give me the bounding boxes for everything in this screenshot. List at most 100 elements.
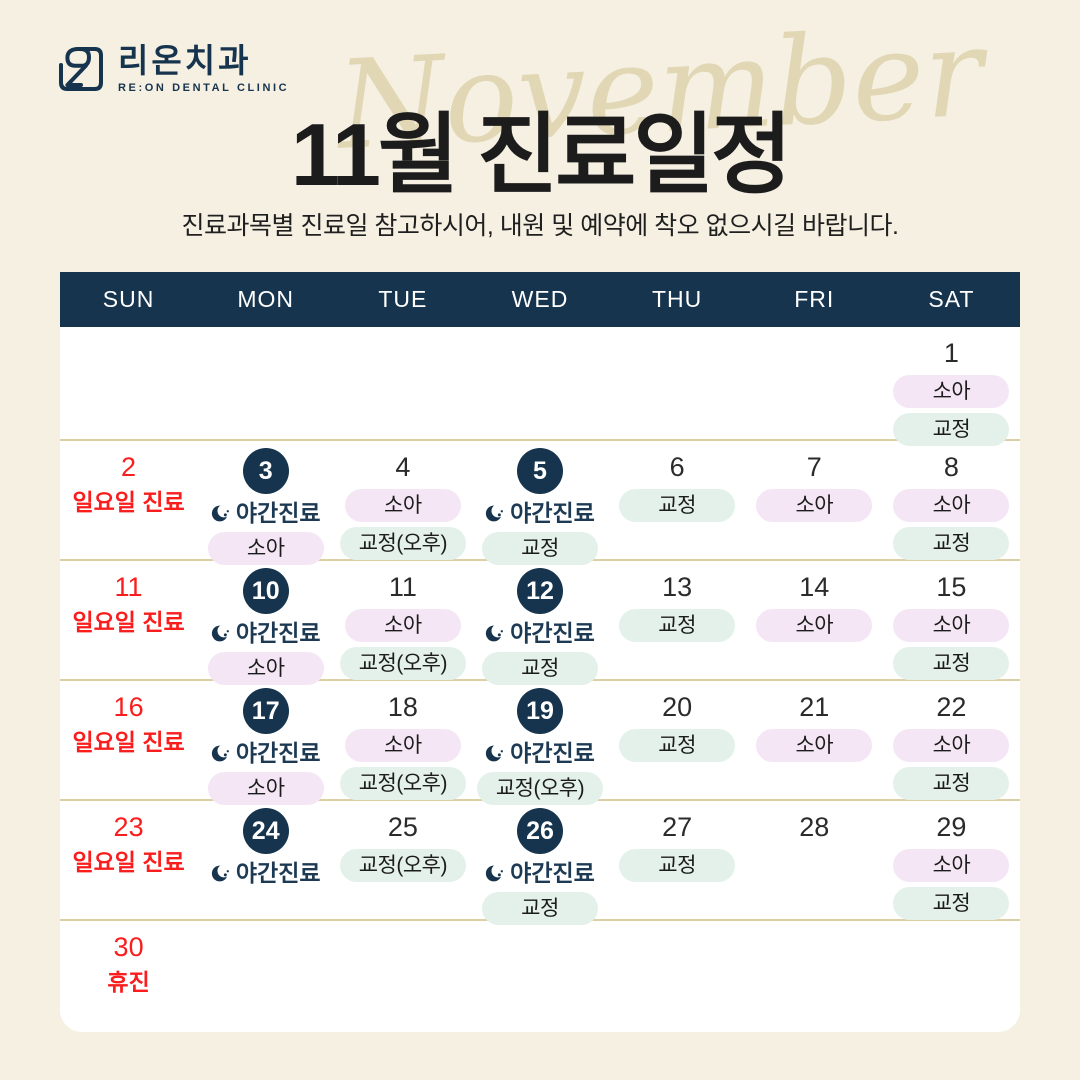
day-number: 13 bbox=[662, 572, 693, 602]
night-care-text: 야간진료 bbox=[510, 500, 595, 526]
night-care-label: 야간진료 bbox=[485, 859, 595, 887]
calendar-cell: 12 야간진료 교정 bbox=[471, 561, 608, 685]
clinic-logo-text: 리온치과 RE:ON DENTAL CLINIC bbox=[118, 44, 289, 95]
calendar-row: 23 일요일 진료 24 야간진료 25 교정(오후) 26 야간진료 교정 27 교정 28 29 소아… bbox=[60, 801, 1020, 925]
calendar-row: 30 휴진 bbox=[60, 921, 1020, 1032]
pediatric-badge: 소아 bbox=[756, 489, 873, 522]
moon-icon bbox=[211, 743, 231, 761]
day-number: 18 bbox=[387, 692, 418, 722]
weekday-thu: THU bbox=[651, 286, 703, 312]
closed-note: 휴진 bbox=[107, 969, 150, 995]
day-number: 8 bbox=[943, 452, 959, 482]
moon-icon bbox=[486, 623, 505, 641]
day-number: 11 bbox=[388, 572, 417, 602]
calendar-cell bbox=[471, 327, 608, 446]
ortho-badge: 교정(오후) bbox=[339, 849, 466, 882]
moon-icon bbox=[486, 743, 505, 761]
pediatric-badge: 소아 bbox=[207, 772, 324, 805]
pediatric-badge: 소아 bbox=[893, 609, 1010, 642]
night-care-text: 야간진료 bbox=[510, 860, 595, 886]
calendar-row: 11 일요일 진료 10 야간진료 소아 11 소아 교정(오후) 12 야간진료 교정 13 교정 14… bbox=[60, 561, 1020, 685]
ortho-badge: 교정 bbox=[893, 413, 1010, 446]
day-number: 15 bbox=[936, 572, 967, 602]
ortho-badge: 교정(오후) bbox=[339, 527, 466, 560]
calendar-cell: 4 소아 교정(오후) bbox=[334, 441, 471, 565]
reon-logo-icon bbox=[57, 45, 105, 93]
calendar-cell bbox=[471, 921, 608, 1032]
calendar-cell bbox=[334, 327, 471, 446]
day-number: 16 bbox=[113, 692, 144, 722]
day-number: 20 bbox=[662, 692, 693, 722]
calendar-cell: 3 야간진료 소아 bbox=[197, 441, 334, 565]
calendar-cell: 19 야간진료 교정(오후) bbox=[471, 681, 608, 805]
calendar-cell: 11 일요일 진료 bbox=[60, 561, 197, 685]
calendar-cell: 21 소아 bbox=[746, 681, 883, 805]
sunday-care-note: 일요일 진료 bbox=[72, 489, 185, 515]
clinic-logo: 리온치과 RE:ON DENTAL CLINIC bbox=[57, 44, 289, 94]
night-care-text: 야간진료 bbox=[235, 620, 321, 646]
pediatric-badge: 소아 bbox=[756, 729, 873, 762]
weekday-sun: SUN bbox=[102, 286, 155, 312]
pediatric-badge: 소아 bbox=[893, 489, 1010, 522]
day-number: 6 bbox=[669, 452, 685, 482]
pediatric-badge: 소아 bbox=[207, 652, 324, 685]
day-number-circled: 5 bbox=[516, 448, 563, 494]
ortho-badge: 교정(오후) bbox=[339, 647, 466, 680]
calendar-cell bbox=[609, 327, 746, 446]
moon-icon bbox=[486, 863, 505, 881]
night-care-text: 야간진료 bbox=[510, 740, 595, 766]
moon-icon bbox=[486, 503, 505, 521]
pediatric-badge: 소아 bbox=[893, 375, 1010, 408]
calendar-cell: 18 소아 교정(오후) bbox=[334, 681, 471, 805]
day-number-circled: 10 bbox=[242, 568, 289, 614]
ortho-badge: 교정 bbox=[619, 609, 736, 642]
calendar-cell: 7 소아 bbox=[746, 441, 883, 565]
night-care-label: 야간진료 bbox=[485, 499, 595, 527]
calendar-cell bbox=[883, 921, 1020, 1032]
calendar-cell: 11 소아 교정(오후) bbox=[334, 561, 471, 685]
ortho-badge: 교정 bbox=[893, 527, 1010, 560]
ortho-badge: 교정 bbox=[893, 647, 1010, 680]
day-number: 28 bbox=[799, 812, 830, 842]
calendar-cell: 24 야간진료 bbox=[197, 801, 334, 925]
night-care-label: 야간진료 bbox=[211, 619, 321, 647]
day-number: 21 bbox=[799, 692, 830, 722]
day-number: 2 bbox=[121, 452, 137, 482]
sunday-care-note: 일요일 진료 bbox=[72, 729, 185, 755]
day-number-circled: 24 bbox=[242, 808, 289, 854]
page-title: 11월 진료일정 bbox=[290, 105, 792, 204]
day-number: 29 bbox=[936, 812, 967, 842]
ortho-badge: 교정(오후) bbox=[476, 772, 604, 805]
calendar-cell: 25 교정(오후) bbox=[334, 801, 471, 925]
weekday-tue: TUE bbox=[378, 286, 428, 312]
weekday-mon: MON bbox=[237, 286, 295, 312]
ortho-badge: 교정 bbox=[481, 532, 598, 565]
ortho-badge: 교정 bbox=[481, 892, 598, 925]
ortho-badge: 교정 bbox=[893, 767, 1010, 800]
ortho-badge: 교정 bbox=[619, 849, 736, 882]
day-number: 25 bbox=[387, 812, 418, 842]
calendar-cell: 29 소아 교정 bbox=[883, 801, 1020, 925]
calendar-cell: 20 교정 bbox=[609, 681, 746, 805]
pediatric-badge: 소아 bbox=[893, 849, 1010, 882]
day-number: 23 bbox=[113, 812, 144, 842]
day-number: 30 bbox=[113, 932, 144, 962]
ortho-badge: 교정(오후) bbox=[339, 767, 466, 800]
calendar-cell: 14 소아 bbox=[746, 561, 883, 685]
day-number-circled: 12 bbox=[516, 568, 563, 614]
ortho-badge: 교정 bbox=[619, 729, 736, 762]
calendar-cell bbox=[609, 921, 746, 1032]
day-number: 1 bbox=[943, 338, 959, 368]
night-care-label: 야간진료 bbox=[211, 859, 321, 887]
page-subtitle: 진료과목별 진료일 참고하시어, 내원 및 예약에 착오 없으시길 바랍니다. bbox=[181, 212, 899, 240]
weekday-sat: SAT bbox=[928, 286, 975, 312]
night-care-label: 야간진료 bbox=[485, 619, 595, 647]
ortho-badge: 교정 bbox=[619, 489, 736, 522]
day-number: 14 bbox=[799, 572, 830, 602]
